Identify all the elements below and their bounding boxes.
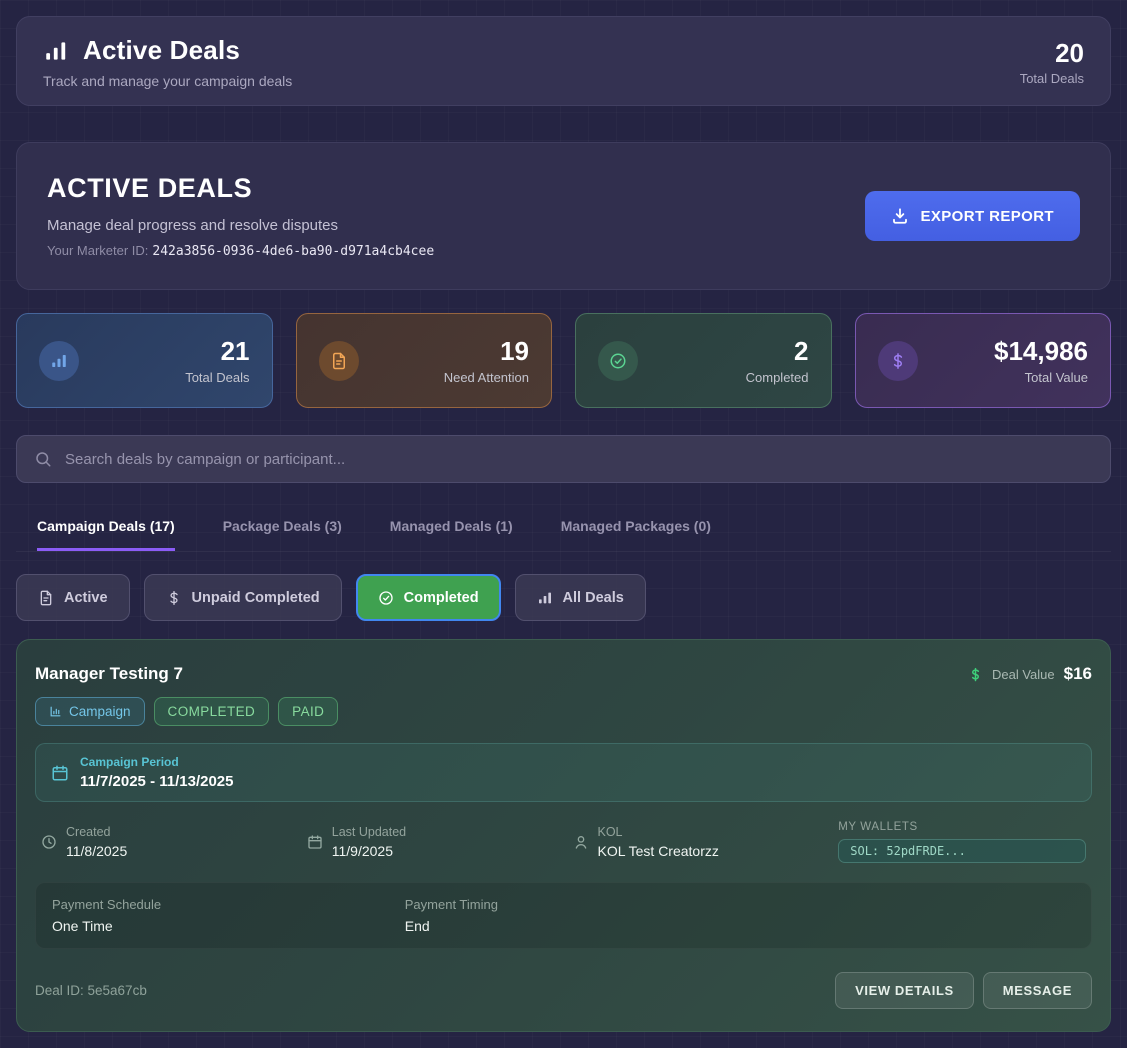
tab-package-deals[interactable]: Package Deals (3) [222,518,342,534]
payment-timing-value: End [404,918,430,934]
filter-label: Completed [403,589,479,606]
meta-label: Created [66,825,111,839]
search-bar [16,435,1111,483]
filter-label: Unpaid Completed [191,589,320,606]
deal-card: Manager Testing 7 Deal Value $16 Campaig… [16,639,1111,1032]
active-deals-panel: ACTIVE DEALS Manage deal progress and re… [16,142,1111,290]
badge-campaign: Campaign [35,697,145,726]
stat-card-completed: 2 Completed [575,313,832,408]
payment-timing: Payment Timing End [405,897,1075,934]
page-header-card: Active Deals Track and manage your campa… [16,16,1111,106]
bar-chart-icon [537,590,553,606]
user-icon [573,834,589,850]
stat-card-need-attention: 19 Need Attention [295,313,552,408]
section-title: ACTIVE DEALS [47,173,253,203]
wallet-address-pill[interactable]: SOL: 52pdFRDE... [838,839,1086,863]
deal-id: Deal ID: 5e5a67cb [35,983,147,998]
payment-box: Payment Schedule One Time Payment Timing… [35,882,1092,949]
check-circle-icon [378,590,394,606]
chart-column-icon [49,705,62,718]
payment-timing-label: Payment Timing [404,897,498,912]
stat-label: Total Deals [185,370,250,385]
filter-all-deals-button[interactable]: All Deals [514,574,646,621]
meta-last-updated: Last Updated 11/9/2025 [307,821,555,863]
campaign-period-value: 11/7/2025 - 11/13/2025 [80,773,234,790]
filter-unpaid-completed-button[interactable]: Unpaid Completed [143,574,342,621]
export-report-button[interactable]: EXPORT REPORT [865,191,1080,241]
stat-label: Completed [745,370,809,385]
status-filters: Active Unpaid Completed Completed All De… [16,574,1111,621]
stat-value: 19 [500,336,529,366]
section-subtitle: Manage deal progress and resolve dispute… [47,217,339,234]
stats-row: 21 Total Deals 19 Need Attention 2 Compl… [16,313,1111,408]
badge-label: Campaign [69,704,131,719]
total-deals-label: Total Deals [1019,71,1084,86]
my-wallets: MY WALLETS SOL: 52pdFRDE... [838,821,1086,863]
stat-value: 21 [220,336,250,366]
stat-card-total-deals: 21 Total Deals [16,313,273,408]
meta-value: 11/9/2025 [331,843,393,859]
document-icon [330,352,348,370]
stat-label: Total Value [1024,370,1088,385]
marketer-id-line: Your Marketer ID: 242a3856-0936-4de6-ba90… [47,243,434,259]
filter-completed-button[interactable]: Completed [355,574,501,621]
my-wallets-label: MY WALLETS [838,821,918,833]
search-icon [34,450,52,468]
marketer-id-value: 242a3856-0936-4de6-ba90-d971a4cb4cee [152,244,435,259]
bar-chart-icon [43,38,69,64]
stat-value: $14,986 [994,336,1088,366]
tab-managed-deals[interactable]: Managed Deals (1) [389,518,513,534]
stat-label: Need Attention [443,370,529,385]
page-subtitle: Track and manage your campaign deals [43,73,293,89]
stat-value: 2 [794,336,809,366]
meta-label: Last Updated [331,825,407,839]
meta-created: Created 11/8/2025 [41,821,289,863]
calendar-icon [307,834,323,850]
dollar-icon [968,667,983,682]
dollar-icon [166,590,182,606]
filter-label: All Deals [562,589,624,606]
campaign-period-box: Campaign Period 11/7/2025 - 11/13/2025 [35,743,1092,802]
stat-card-total-value: $14,986 Total Value [854,313,1111,408]
payment-schedule-label: Payment Schedule [52,897,162,912]
campaign-period-label: Campaign Period [80,755,179,769]
meta-label: KOL [597,825,623,839]
deal-value: $16 [1063,664,1092,683]
message-button[interactable]: MESSAGE [982,972,1092,1009]
export-report-label: EXPORT REPORT [920,207,1054,225]
dollar-icon [889,352,907,370]
meta-value: 11/8/2025 [66,843,128,859]
bar-chart-icon [50,352,68,370]
calendar-icon [51,764,69,782]
badge-paid: PAID [278,697,339,726]
filter-active-button[interactable]: Active [16,574,130,621]
payment-schedule-value: One Time [52,918,113,934]
badge-completed: COMPLETED [153,697,270,726]
payment-schedule: Payment Schedule One Time [52,897,405,934]
deal-badges: Campaign COMPLETED PAID [35,697,1092,726]
meta-kol: KOL KOL Test Creatorzz [573,821,821,863]
document-icon [38,590,54,606]
filter-label: Active [64,589,108,606]
download-icon [891,207,909,225]
page-title: Active Deals [83,35,241,65]
check-circle-icon [609,352,627,370]
total-deals-count: 20 [1055,38,1084,68]
search-input[interactable] [65,450,1093,468]
deal-type-tabs: Campaign Deals (17) Package Deals (3) Ma… [16,508,1111,552]
tab-managed-packages[interactable]: Managed Packages (0) [560,518,711,534]
tab-campaign-deals[interactable]: Campaign Deals (17) [37,508,175,551]
marketer-id-label: Your Marketer ID: [47,243,149,258]
deal-meta-row: Created 11/8/2025 Last Updated 11/9/2025 [35,821,1092,863]
deal-value-label: Deal Value [991,666,1055,682]
clock-icon [41,834,57,850]
meta-value: KOL Test Creatorzz [597,843,719,859]
view-details-button[interactable]: VIEW DETAILS [835,972,974,1009]
deal-title: Manager Testing 7 [35,664,183,683]
